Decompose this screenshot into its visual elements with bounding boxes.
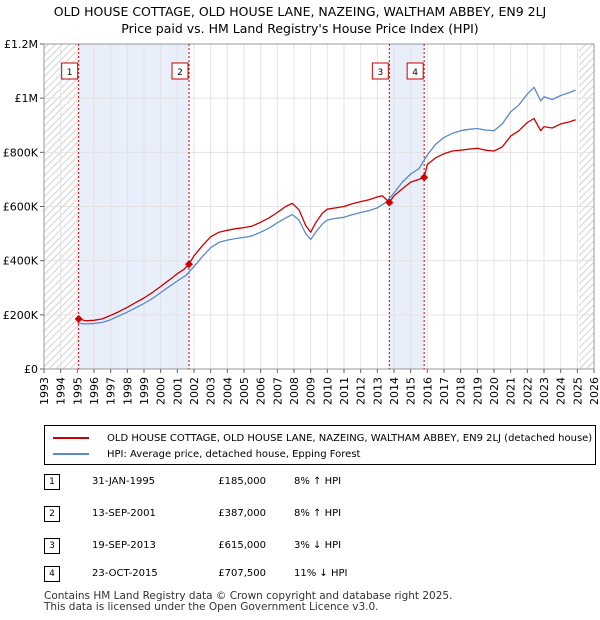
transaction-price: £707,500	[218, 568, 266, 579]
transaction-label-box	[406, 62, 424, 80]
transaction-hpi-delta: 8% ↑ HPI	[294, 508, 342, 519]
legend-swatch-hpi	[53, 453, 89, 455]
x-tick-label: 2006	[255, 377, 268, 405]
transaction-date: 31-JAN-1995	[92, 476, 156, 487]
transaction-label: 3	[377, 68, 383, 78]
legend-label-property: OLD HOUSE COTTAGE, OLD HOUSE LANE, NAZEI…	[107, 432, 593, 444]
legend-item-property: OLD HOUSE COTTAGE, OLD HOUSE LANE, NAZEI…	[53, 430, 592, 446]
transaction-price: £615,000	[218, 540, 266, 551]
transaction-date: 23-OCT-2015	[92, 568, 158, 579]
legend-label-hpi: HPI: Average price, detached house, Eppi…	[107, 448, 361, 460]
x-tick-label: 1995	[71, 377, 84, 405]
transaction-label-box	[371, 62, 389, 80]
x-tick-label: 1996	[88, 377, 101, 405]
transaction-marker	[420, 173, 429, 182]
x-tick-label: 2017	[438, 377, 451, 405]
x-tick-label: 2008	[288, 377, 301, 405]
x-tick-label: 2003	[205, 377, 218, 405]
x-tick-label: 1994	[55, 377, 68, 405]
x-tick-label: 2007	[271, 377, 284, 405]
x-tick-label: 1993	[38, 377, 51, 405]
legend-item-hpi: HPI: Average price, detached house, Eppi…	[53, 446, 360, 462]
y-tick-label: £0	[24, 363, 38, 376]
transaction-number: 3	[44, 538, 60, 554]
x-tick-label: 2001	[171, 377, 184, 405]
x-tick-label: 2015	[405, 377, 418, 405]
transaction-row: 2 13-SEP-2001 £387,000 8% ↑ HPI	[44, 506, 444, 524]
x-tick-label: 2023	[538, 377, 551, 405]
chart-title: OLD HOUSE COTTAGE, OLD HOUSE LANE, NAZEI…	[53, 4, 547, 19]
footer-copyright: Contains HM Land Registry data © Crown c…	[44, 590, 453, 602]
x-tick-label: 2012	[355, 377, 368, 405]
x-tick-label: 2011	[338, 377, 351, 405]
x-tick-label: 2004	[221, 377, 234, 405]
x-tick-label: 2026	[588, 377, 600, 405]
x-tick-label: 2002	[188, 377, 201, 405]
transaction-label: 4	[412, 68, 418, 78]
property-price-line	[78, 117, 576, 322]
transaction-number: 2	[44, 506, 60, 522]
x-tick-label: 1999	[138, 377, 151, 405]
x-tick-label: 1998	[121, 377, 134, 405]
price-chart: 1 2 3 4 £0 £200K £400K £600K £800K £1M £1.2M 1993 19…	[3, 38, 600, 405]
transaction-price: £185,000	[218, 476, 266, 487]
legend-swatch-property	[53, 437, 89, 439]
x-tick-label: 2010	[321, 377, 334, 405]
x-tick-label: 2025	[571, 377, 584, 405]
transaction-date: 19-SEP-2013	[92, 540, 156, 551]
transaction-hpi-delta: 11% ↓ HPI	[294, 568, 348, 579]
transaction-hpi-delta: 3% ↓ HPI	[294, 540, 342, 551]
x-tick-label: 2000	[155, 377, 168, 405]
transaction-marker	[385, 198, 394, 207]
y-tick-label: £1.2M	[4, 38, 38, 51]
x-tick-label: 2021	[505, 377, 518, 405]
y-tick-label: £400K	[3, 255, 39, 268]
x-tick-label: 2014	[388, 377, 401, 405]
chart-legend: OLD HOUSE COTTAGE, OLD HOUSE LANE, NAZEI…	[44, 425, 596, 465]
transaction-row: 3 19-SEP-2013 £615,000 3% ↓ HPI	[44, 538, 444, 556]
transaction-hpi-delta: 8% ↑ HPI	[294, 476, 342, 487]
x-tick-label: 2020	[488, 377, 501, 405]
footer-license: This data is licensed under the Open Gov…	[44, 601, 379, 613]
x-tick-label: 2018	[455, 377, 468, 405]
transaction-label: 2	[177, 68, 183, 78]
transaction-label: 1	[67, 68, 73, 78]
y-tick-label: £600K	[3, 201, 39, 214]
x-tick-label: 2009	[305, 377, 318, 405]
transaction-label-box	[171, 62, 189, 80]
x-tick-label: 2022	[521, 377, 534, 405]
x-tick-label: 2019	[471, 377, 484, 405]
y-tick-label: £200K	[3, 309, 39, 322]
transaction-number: 4	[44, 566, 60, 582]
x-tick-label: 2016	[421, 377, 434, 405]
y-tick-label: £800K	[3, 146, 39, 159]
chart-subtitle: Price paid vs. HM Land Registry's House …	[121, 21, 479, 36]
transaction-marker	[185, 260, 193, 269]
x-tick-label: 2013	[371, 377, 384, 405]
x-tick-label: 2005	[238, 377, 251, 405]
transaction-marker	[74, 314, 83, 323]
transaction-number: 1	[44, 474, 60, 490]
hpi-line	[77, 86, 576, 325]
transaction-price: £387,000	[218, 508, 266, 519]
transaction-row: 4 23-OCT-2015 £707,500 11% ↓ HPI	[44, 566, 444, 584]
y-tick-label: £1M	[15, 92, 39, 105]
transaction-date: 13-SEP-2001	[92, 508, 156, 519]
x-tick-label: 2024	[555, 377, 568, 405]
transaction-label-box	[61, 62, 79, 80]
x-tick-label: 1997	[105, 377, 118, 405]
transaction-row: 1 31-JAN-1995 £185,000 8% ↑ HPI	[44, 474, 444, 492]
